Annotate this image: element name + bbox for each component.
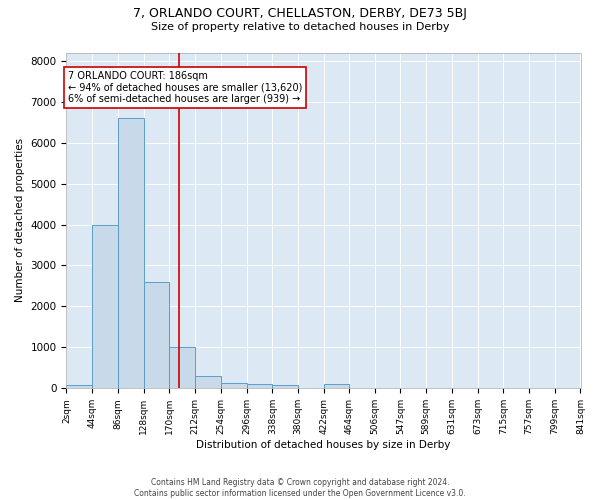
Bar <box>221 384 247 388</box>
Bar <box>272 385 298 388</box>
Bar <box>247 384 272 388</box>
Y-axis label: Number of detached properties: Number of detached properties <box>15 138 25 302</box>
Text: Size of property relative to detached houses in Derby: Size of property relative to detached ho… <box>151 22 449 32</box>
Bar <box>118 118 143 388</box>
Text: Contains HM Land Registry data © Crown copyright and database right 2024.
Contai: Contains HM Land Registry data © Crown c… <box>134 478 466 498</box>
Bar <box>92 224 118 388</box>
X-axis label: Distribution of detached houses by size in Derby: Distribution of detached houses by size … <box>196 440 451 450</box>
Bar <box>324 384 349 388</box>
Bar <box>195 376 221 388</box>
Bar <box>169 348 195 389</box>
Text: 7, ORLANDO COURT, CHELLASTON, DERBY, DE73 5BJ: 7, ORLANDO COURT, CHELLASTON, DERBY, DE7… <box>133 8 467 20</box>
Bar <box>67 385 92 388</box>
Bar <box>143 282 169 389</box>
Text: 7 ORLANDO COURT: 186sqm
← 94% of detached houses are smaller (13,620)
6% of semi: 7 ORLANDO COURT: 186sqm ← 94% of detache… <box>68 71 302 104</box>
